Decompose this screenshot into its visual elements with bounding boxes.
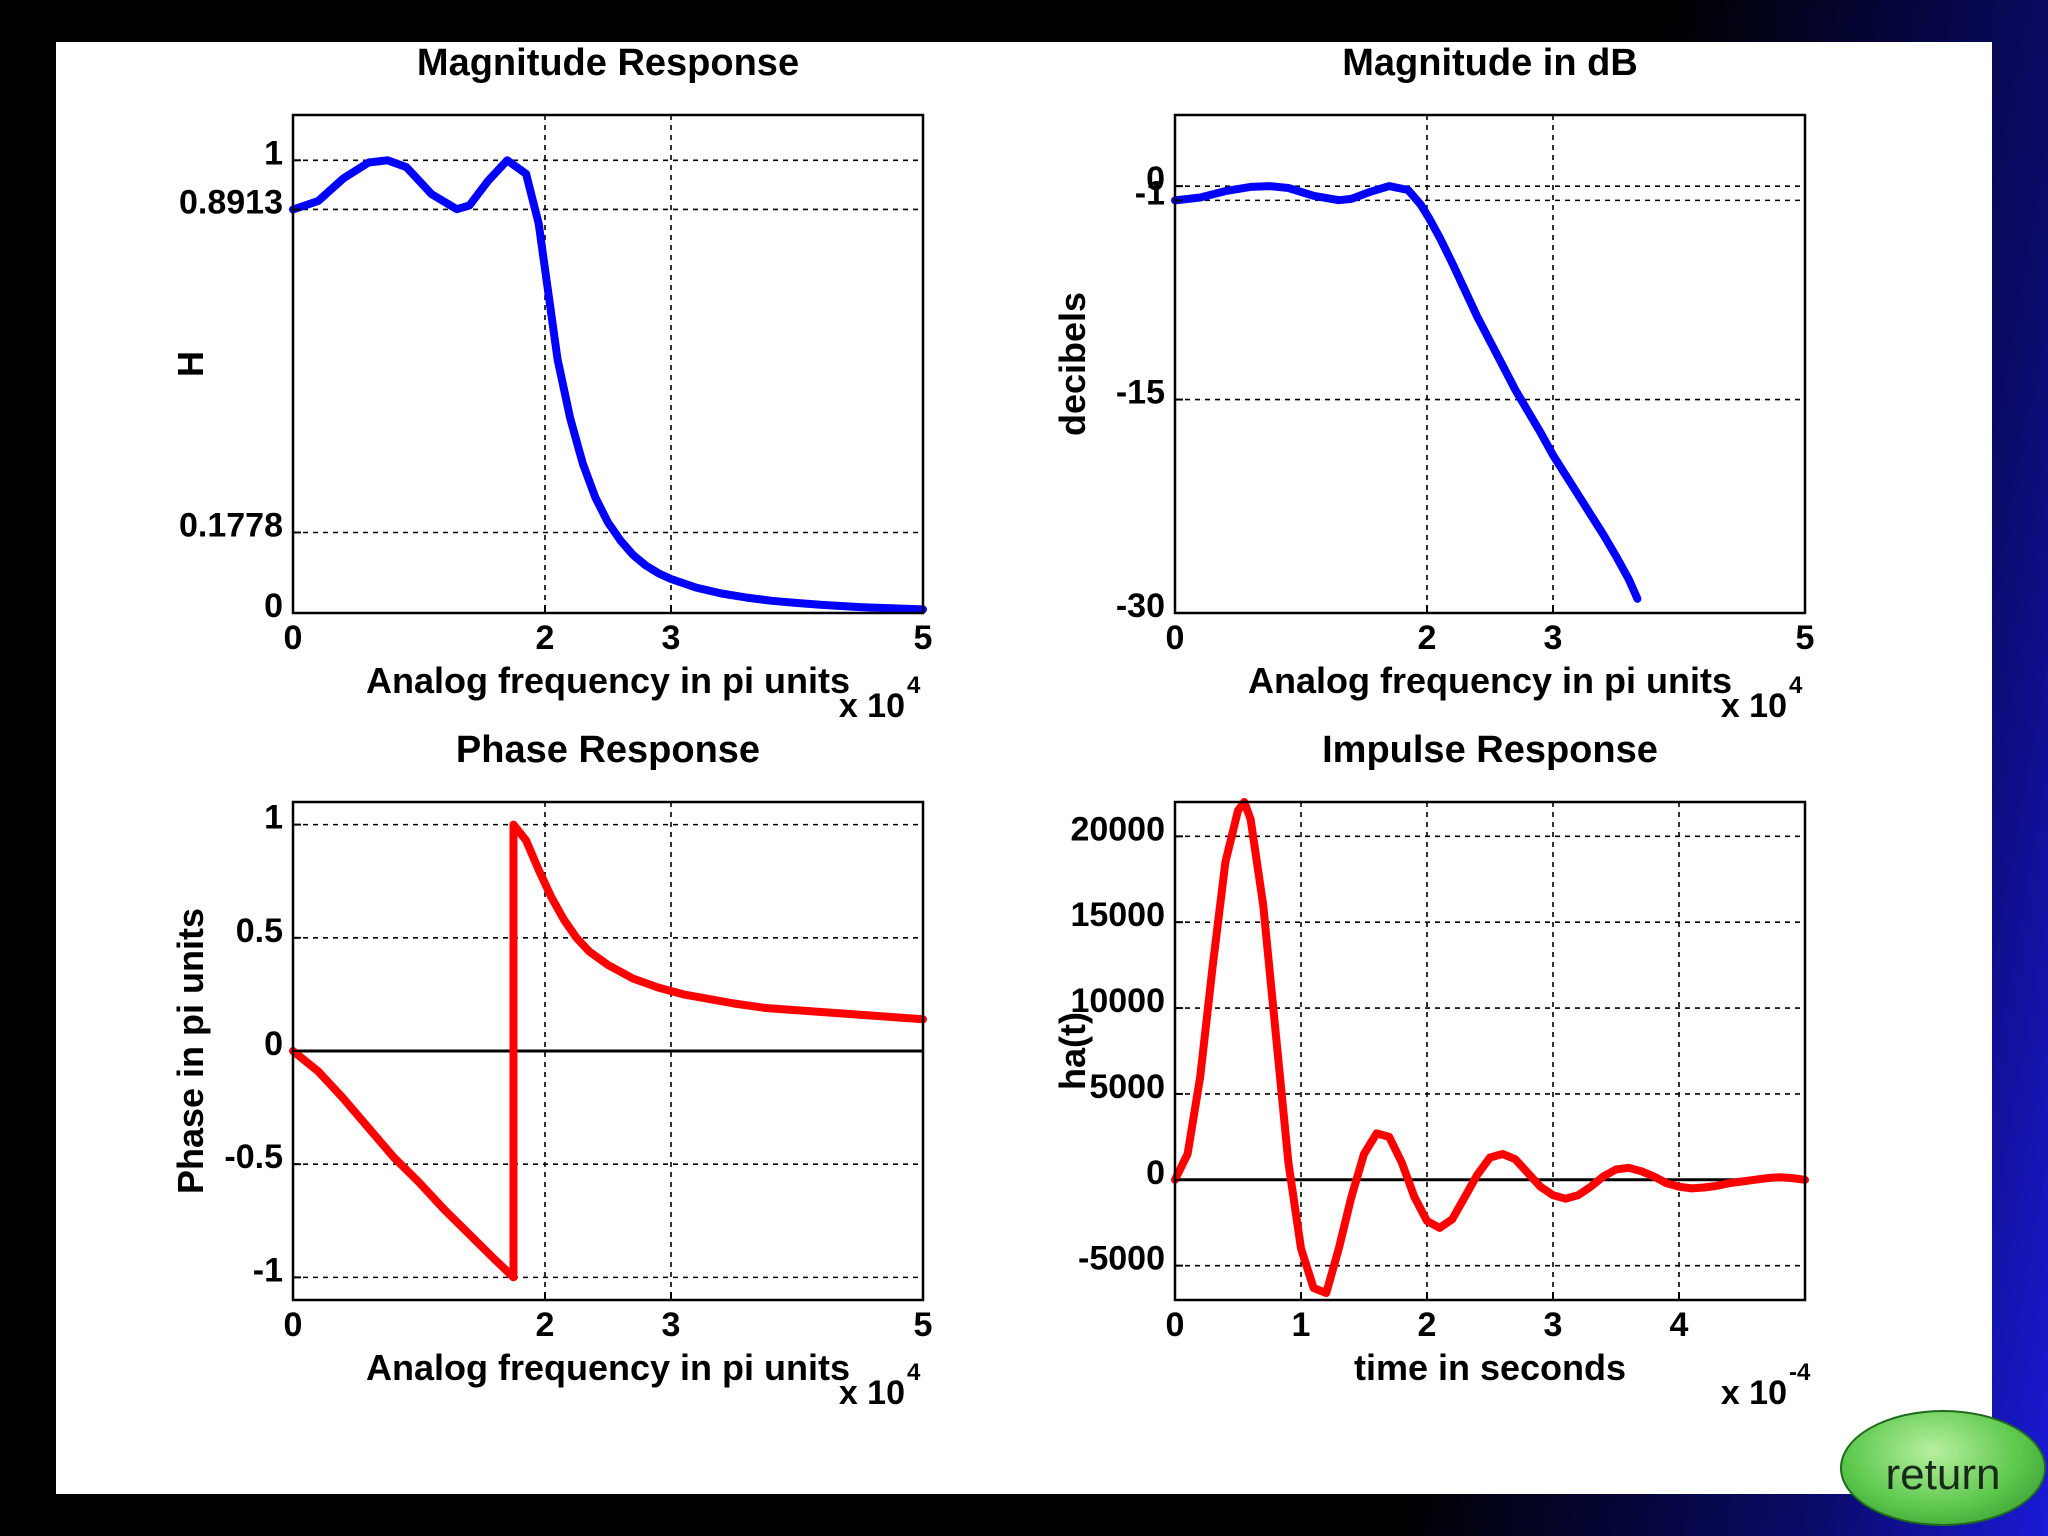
impulse-x-multiplier-exponent: -4 bbox=[1789, 1359, 1811, 1386]
impulse-y-axis-label: ha(t) bbox=[1052, 1012, 1093, 1090]
return-button-label: return bbox=[1885, 1450, 2001, 1499]
impulse-ytick-label-3: 10000 bbox=[1070, 982, 1165, 1020]
magnitude-db-xtick-label-2: 3 bbox=[1544, 619, 1563, 657]
magnitude-xtick-label-1: 2 bbox=[536, 619, 555, 657]
impulse-ytick-label-5: 20000 bbox=[1070, 810, 1165, 848]
phase-chart-title: Phase Response bbox=[456, 729, 760, 771]
magnitude-db-ytick-label-2: -1 bbox=[1135, 174, 1165, 212]
magnitude-db-x-axis-label: Analog frequency in pi units bbox=[1248, 660, 1732, 701]
impulse-ytick-label-4: 15000 bbox=[1070, 896, 1165, 934]
phase-x-multiplier: x 10 bbox=[839, 1374, 905, 1412]
magnitude-db-xtick-label-1: 2 bbox=[1418, 619, 1437, 657]
magnitude-axes-frame bbox=[291, 113, 925, 615]
impulse-xtick-label-3: 3 bbox=[1544, 1306, 1563, 1344]
magnitude-xtick-label-2: 3 bbox=[662, 619, 681, 657]
magnitude-ytick-label-2: 0.8913 bbox=[179, 183, 283, 221]
plot-area: 0 2 3 5 0 0.1778 0.8913 1 Magnitude Response Anal… bbox=[170, 42, 1815, 1412]
magnitude-db-axes-frame bbox=[1173, 113, 1807, 615]
magnitude-db-series-line-0 bbox=[1171, 182, 1642, 603]
impulse-chart-title: Impulse Response bbox=[1322, 729, 1658, 771]
phase-ytick-label-0: -1 bbox=[253, 1251, 283, 1289]
impulse-ytick-label-2: 5000 bbox=[1089, 1068, 1165, 1106]
magnitude-xtick-label-0: 0 bbox=[284, 619, 303, 657]
impulse-xtick-label-0: 0 bbox=[1166, 1306, 1185, 1344]
phase-y-axis-label: Phase in pi units bbox=[170, 908, 211, 1194]
phase-ytick-label-1: -0.5 bbox=[224, 1138, 283, 1176]
impulse-axes-frame bbox=[1173, 800, 1807, 1302]
magnitude-db-chart-title: Magnitude in dB bbox=[1342, 42, 1638, 84]
magnitude-x-multiplier-exponent: 4 bbox=[907, 672, 921, 699]
impulse-xtick-label-2: 2 bbox=[1418, 1306, 1437, 1344]
phase-ytick-label-3: 0.5 bbox=[236, 912, 283, 950]
impulse-ytick-label-1: 0 bbox=[1146, 1154, 1165, 1192]
phase-series-line-0 bbox=[289, 820, 927, 1282]
phase-x-multiplier-exponent: 4 bbox=[907, 1359, 921, 1386]
magnitude-db-ytick-label-1: -15 bbox=[1116, 374, 1165, 412]
magnitude-db-y-axis-label: decibels bbox=[1052, 292, 1093, 436]
magnitude-series-line-0 bbox=[289, 156, 927, 614]
magnitude-ytick-label-1: 0.1778 bbox=[179, 507, 283, 545]
phase-xtick-label-3: 5 bbox=[914, 1306, 933, 1344]
magnitude-db-x-multiplier-exponent: 4 bbox=[1789, 672, 1803, 699]
figure-canvas: 0 2 3 5 0 0.1778 0.8913 1 Magnitude Response Anal… bbox=[56, 42, 1992, 1494]
magnitude-db-xtick-label-3: 5 bbox=[1796, 619, 1815, 657]
phase-xtick-label-0: 0 bbox=[284, 1306, 303, 1344]
magnitude-ytick-label-0: 0 bbox=[264, 587, 283, 625]
magnitude-y-axis-label: H bbox=[170, 351, 211, 377]
magnitude-chart-title: Magnitude Response bbox=[417, 42, 799, 84]
magnitude-db-ytick-label-3: 0 bbox=[1146, 160, 1165, 198]
magnitude-db-ytick-label-0: -30 bbox=[1116, 587, 1165, 625]
magnitude-db-xtick-label-0: 0 bbox=[1166, 619, 1185, 657]
impulse-xtick-label-4: 4 bbox=[1670, 1306, 1689, 1344]
impulse-series-line-0 bbox=[1171, 798, 1809, 1298]
phase-xtick-label-2: 3 bbox=[662, 1306, 681, 1344]
phase-ytick-label-2: 0 bbox=[264, 1025, 283, 1063]
return-button[interactable]: return bbox=[1840, 1410, 2046, 1526]
phase-x-axis-label: Analog frequency in pi units bbox=[366, 1347, 850, 1388]
magnitude-x-multiplier: x 10 bbox=[839, 687, 905, 725]
phase-ytick-label-4: 1 bbox=[264, 799, 283, 837]
impulse-x-axis-label: time in seconds bbox=[1354, 1347, 1626, 1388]
magnitude-db-x-multiplier: x 10 bbox=[1721, 687, 1787, 725]
phase-xtick-label-1: 2 bbox=[536, 1306, 555, 1344]
impulse-x-multiplier: x 10 bbox=[1721, 1374, 1787, 1412]
magnitude-ytick-label-3: 1 bbox=[264, 134, 283, 172]
magnitude-x-axis-label: Analog frequency in pi units bbox=[366, 660, 850, 701]
magnitude-xtick-label-3: 5 bbox=[914, 619, 933, 657]
impulse-xtick-label-1: 1 bbox=[1292, 1306, 1311, 1344]
impulse-ytick-label-0: -5000 bbox=[1078, 1240, 1165, 1278]
